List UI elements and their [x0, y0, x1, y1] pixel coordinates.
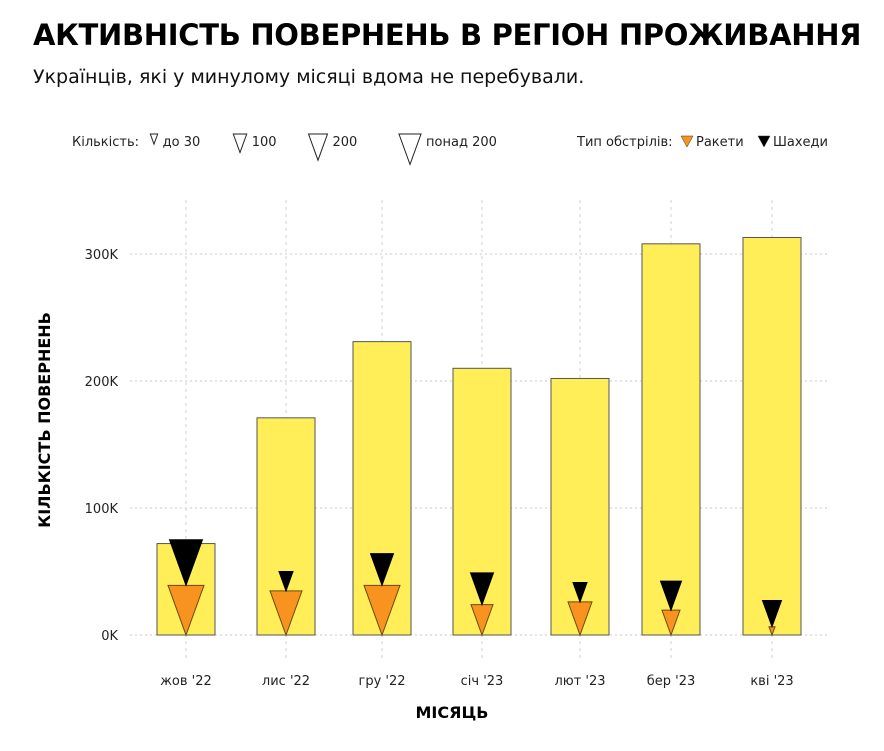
- bar: [641, 243, 701, 636]
- legend-type-label: Тип обстрілів:: [576, 135, 673, 150]
- legend-size-label: 200: [333, 135, 358, 150]
- x-axis-title: МІСЯЦЬ: [416, 703, 489, 722]
- y-axis-title: КІЛЬКІСТЬ ПОВЕРНЕНЬ: [35, 312, 54, 528]
- y-tick-label: 300K: [85, 248, 119, 263]
- axis-labels: 0K 100K 200K 300K жов '22 лис '22 гру '22 січ '…: [85, 248, 794, 689]
- legend-type-label: Ракети: [696, 135, 744, 150]
- bar: [742, 236, 802, 636]
- x-tick-label: лис '22: [262, 674, 310, 689]
- x-tick-label: жов '22: [160, 674, 212, 689]
- legend-size-triangle-icon: [149, 133, 159, 146]
- shahed-marker: [278, 570, 294, 593]
- markers: [167, 539, 783, 637]
- legend-size-label: понад 200: [426, 135, 497, 150]
- legend-size-triangle-icon: [232, 133, 248, 155]
- y-tick-label: 100K: [85, 502, 119, 517]
- x-tick-label: лют '23: [554, 674, 605, 689]
- legend-size-label: до 30: [163, 135, 201, 150]
- shahed-marker: [761, 599, 783, 629]
- legend-type-triangle-icon: [680, 135, 694, 148]
- legend-size-label: 100: [252, 135, 277, 150]
- shahed-marker: [659, 580, 683, 612]
- y-tick-label: 200K: [85, 375, 119, 390]
- shahed-marker: [572, 582, 588, 604]
- shahed-marker: [469, 572, 495, 607]
- x-tick-label: кві '23: [750, 674, 793, 689]
- x-tick-label: гру '22: [358, 674, 405, 689]
- shahed-marker: [369, 553, 395, 587]
- legend-size-triangle-icon: [307, 133, 329, 162]
- legend-size-triangle-icon: [398, 133, 422, 166]
- legend-size-label: Кількість:: [72, 135, 139, 150]
- chart-subtitle: Українців, які у минулому місяці вдома н…: [33, 66, 585, 88]
- y-tick-label: 0K: [101, 629, 118, 644]
- legend-type-label: Шахеди: [773, 135, 828, 150]
- chart-title: АКТИВНІСТЬ ПОВЕРНЕНЬ В РЕГІОН ПРОЖИВАННЯ: [33, 18, 862, 52]
- legend-type-triangle-icon: [757, 135, 771, 148]
- x-tick-label: січ '23: [461, 674, 504, 689]
- legend: Кількість: Тип обстрілів: до 30 100 200 пон…: [72, 133, 828, 166]
- x-tick-label: бер '23: [647, 674, 696, 689]
- shahed-marker: [168, 539, 204, 587]
